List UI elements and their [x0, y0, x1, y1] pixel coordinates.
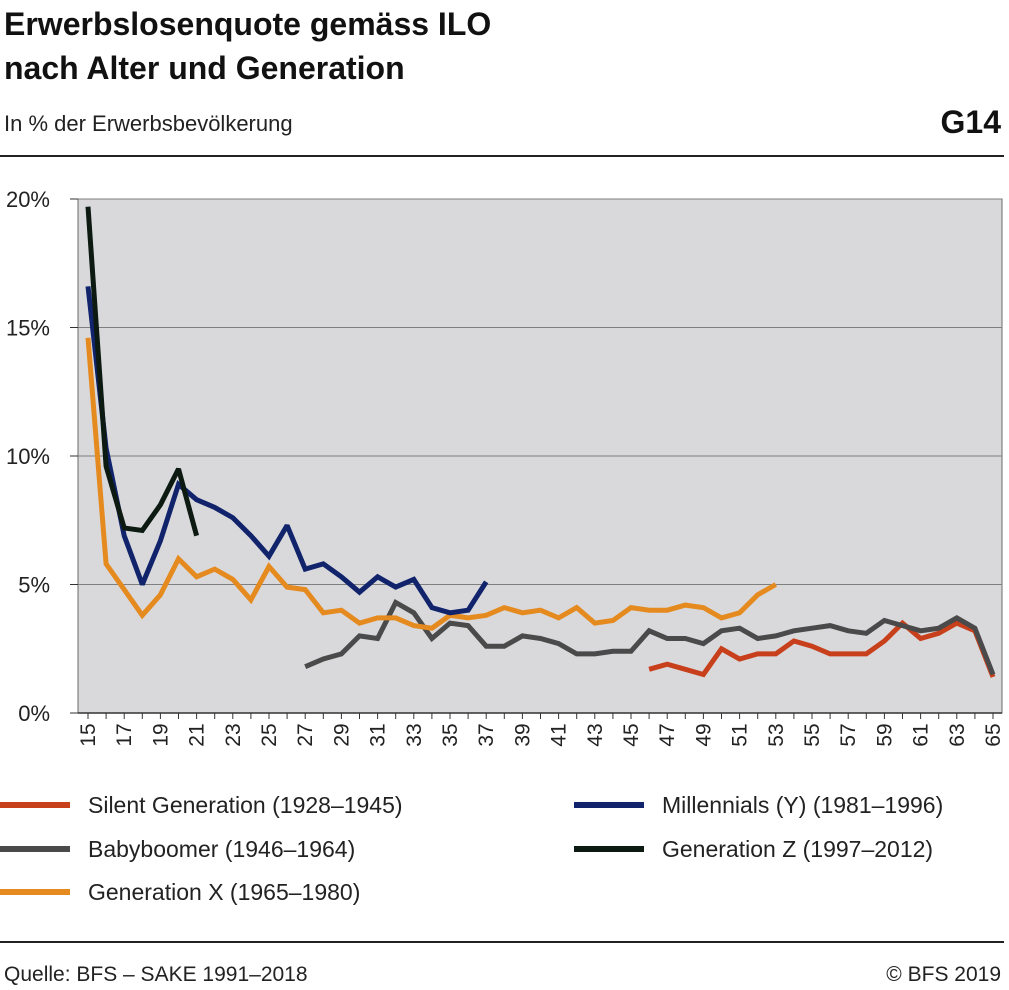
- y-tick-label: 20%: [6, 187, 50, 212]
- x-tick-label: 43: [584, 723, 607, 746]
- chart-title-line-1: Erwerbslosenquote gemäss ILO: [4, 6, 492, 42]
- x-tick-label: 21: [186, 723, 209, 746]
- legend-swatch-silent-generation: [0, 802, 70, 808]
- legend-swatch-generation-x: [0, 889, 70, 895]
- legend-swatch-babyboomer: [0, 846, 70, 852]
- series-line-generation-x-1965-1980: [85, 337, 778, 631]
- x-tick-label: 59: [873, 723, 896, 746]
- legend-item-silent-generation: Silent Generation (1928–1945): [0, 789, 403, 821]
- x-tick-label: 51: [729, 723, 752, 746]
- legend-item-millennials: Millennials (Y) (1981–1996): [574, 789, 943, 821]
- y-tick-label: 15%: [6, 316, 50, 341]
- x-tick-label: 47: [656, 723, 679, 746]
- x-tick-label: 19: [149, 723, 172, 746]
- x-tick-label: 23: [222, 723, 245, 746]
- y-tick-label: 5%: [18, 573, 50, 598]
- legend-label-millennials: Millennials (Y) (1981–1996): [662, 791, 944, 818]
- x-tick-label: 61: [910, 723, 933, 746]
- legend-label-generation-x: Generation X (1965–1980): [88, 878, 361, 905]
- legend-label-silent-generation: Silent Generation (1928–1945): [88, 791, 403, 818]
- copyright-note: © BFS 2019: [886, 963, 1001, 986]
- legend-label-babyboomer: Babyboomer (1946–1964): [88, 835, 356, 862]
- legend-item-generation-x: Generation X (1965–1980): [0, 876, 360, 908]
- x-tick-label: 31: [367, 723, 390, 746]
- chart-legend: Silent Generation (1928–1945) Babyboomer…: [0, 780, 1009, 920]
- y-tick-label: 0%: [18, 701, 50, 726]
- y-tick-label: 10%: [6, 444, 50, 469]
- chart-title: Erwerbslosenquote gemäss ILO nach Alter …: [4, 2, 491, 90]
- header-divider: [0, 155, 1004, 157]
- x-tick-label: 63: [946, 723, 969, 746]
- x-tick-label: 53: [765, 723, 788, 746]
- x-tick-label: 39: [511, 723, 534, 746]
- series-line-generation-z-1997-2012: [85, 206, 200, 537]
- footer-divider: [0, 941, 1004, 943]
- x-tick-label: 55: [801, 723, 824, 746]
- x-tick-label: 25: [258, 723, 281, 746]
- legend-swatch-generation-z: [574, 846, 644, 852]
- x-tick-label: 41: [548, 723, 571, 746]
- x-tick-label: 65: [982, 723, 1005, 746]
- chart-title-line-2: nach Alter und Generation: [4, 50, 405, 86]
- chart-subtitle: In % der Erwerbsbevölkerung: [4, 111, 293, 136]
- figure-code: G14: [940, 104, 1001, 140]
- line-chart: 0% 5% 10% 15% 20% 15 17 19 21 23 25 27 29 31 33 35 37 39 4…: [6, 187, 1005, 747]
- x-tick-label: 35: [439, 723, 462, 746]
- source-note: Quelle: BFS – SAKE 1991–2018: [4, 963, 308, 986]
- x-tick-label: 57: [837, 723, 860, 746]
- series-line-babyboomer-1946-1964: [304, 599, 996, 676]
- x-tick-label: 27: [294, 723, 317, 746]
- series-line-silent-generation-1928-1945: [648, 619, 996, 678]
- legend-label-generation-z: Generation Z (1997–2012): [662, 835, 934, 862]
- x-tick-label: 29: [330, 723, 353, 746]
- legend-swatch-millennials: [574, 802, 644, 808]
- x-tick-label: 15: [77, 723, 100, 746]
- x-tick-label: 37: [475, 723, 498, 746]
- legend-item-generation-z: Generation Z (1997–2012): [574, 833, 933, 865]
- x-tick-label: 45: [620, 723, 643, 746]
- series-line-millennials-y-1981-1996: [85, 286, 489, 616]
- legend-item-babyboomer: Babyboomer (1946–1964): [0, 833, 355, 865]
- x-tick-label: 49: [692, 723, 715, 746]
- x-tick-label: 17: [113, 723, 136, 746]
- x-tick-label: 33: [403, 723, 426, 746]
